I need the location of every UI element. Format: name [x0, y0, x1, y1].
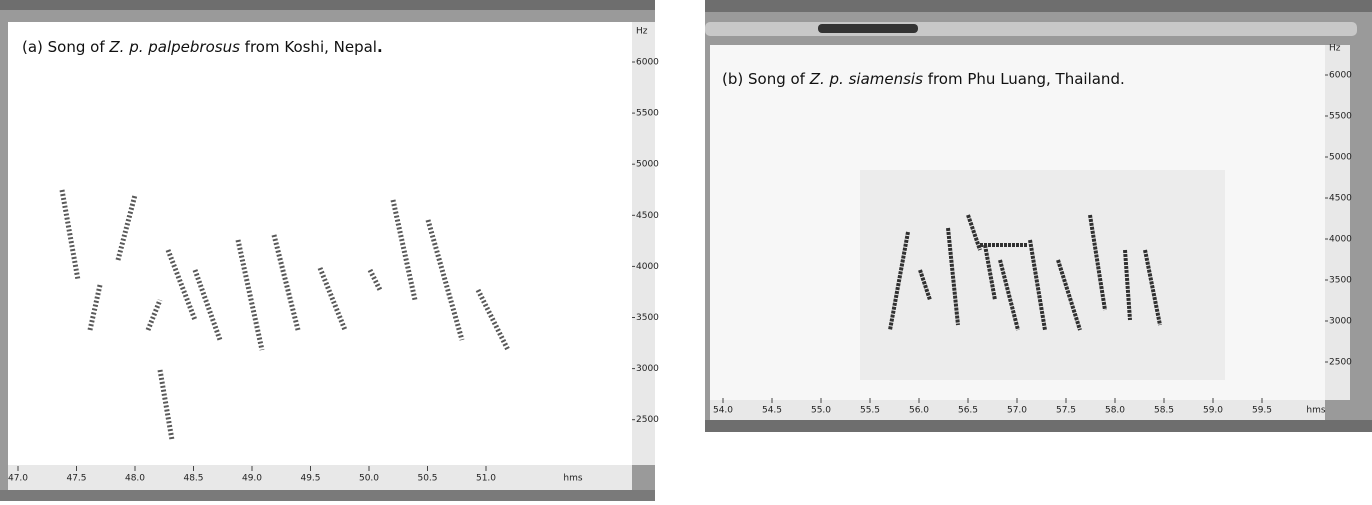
- x-tick-label: 57.0: [1007, 406, 1027, 416]
- x-tick-label: 49.5: [300, 474, 320, 484]
- y-tick-label: 3500: [636, 313, 659, 323]
- x-tick-label: 54.0: [713, 406, 733, 416]
- y-axis-b: [1325, 45, 1350, 400]
- noise-band: [860, 170, 1225, 380]
- x-unit: hms: [1306, 406, 1325, 416]
- caption-b: (b) Song of Z. p. siamensis from Phu Lua…: [722, 70, 1125, 88]
- y-tick-label: 2500: [1329, 358, 1352, 368]
- x-tick-label: 47.5: [66, 474, 86, 484]
- y-tick-label: 4500: [636, 211, 659, 221]
- x-tick-label: 48.0: [125, 474, 145, 484]
- top-bar-a: [0, 0, 655, 10]
- x-tick-label: 57.5: [1056, 406, 1076, 416]
- caption-a: (a) Song of Z. p. palpebrosus from Koshi…: [22, 38, 383, 56]
- x-axis-b: [710, 400, 1325, 420]
- caption-text: (a) Song of: [22, 38, 109, 56]
- x-tick-label: 58.5: [1154, 406, 1174, 416]
- x-axis-a: [8, 465, 632, 490]
- x-tick-label: 58.0: [1105, 406, 1125, 416]
- x-tick-label: 59.5: [1252, 406, 1272, 416]
- caption-text: from Phu Luang, Thailand.: [923, 70, 1125, 88]
- y-tick-label: 2500: [636, 415, 659, 425]
- caption-text: (b) Song of: [722, 70, 810, 88]
- caption-taxon: Z. p. palpebrosus: [108, 38, 240, 56]
- x-tick-label: 51.0: [476, 474, 496, 484]
- y-unit: Hz: [636, 27, 648, 37]
- y-tick-label: 4500: [1329, 194, 1352, 204]
- x-tick-label: 54.5: [762, 406, 782, 416]
- y-tick-label: 3500: [1329, 276, 1352, 286]
- bottom-bar-b: [705, 420, 1372, 432]
- y-tick-label: 3000: [1329, 317, 1352, 327]
- y-tick-label: 5500: [636, 109, 659, 119]
- x-unit: hms: [563, 474, 582, 484]
- y-tick-label: 3000: [636, 364, 659, 374]
- y-tick-label: 5500: [1329, 112, 1352, 122]
- x-tick-label: 56.0: [909, 406, 929, 416]
- scrollbar[interactable]: [705, 22, 1357, 36]
- y-tick-label: 5000: [636, 160, 659, 170]
- scroll-thumb[interactable]: [818, 24, 918, 33]
- top-bar-b: [705, 0, 1372, 12]
- caption-text: from Koshi, Nepal: [240, 38, 377, 56]
- y-tick-label: 4000: [636, 262, 659, 272]
- song-b: [888, 214, 1162, 331]
- x-tick-label: 56.5: [958, 406, 978, 416]
- caption-taxon: Z. p. siamensis: [809, 70, 923, 88]
- y-tick-label: 4000: [1329, 235, 1352, 245]
- y-tick-label: 5000: [1329, 153, 1352, 163]
- y-axis-a: [632, 22, 655, 465]
- x-tick-label: 47.0: [8, 474, 28, 484]
- x-tick-label: 50.5: [417, 474, 437, 484]
- x-tick-label: 50.0: [359, 474, 379, 484]
- spectrogram-a: [8, 22, 632, 465]
- y-unit: Hz: [1329, 44, 1341, 54]
- x-tick-label: 49.0: [242, 474, 262, 484]
- x-tick-label: 59.0: [1203, 406, 1223, 416]
- x-tick-label: 55.5: [860, 406, 880, 416]
- x-tick-label: 55.0: [811, 406, 831, 416]
- song-a: [59, 189, 511, 441]
- caption-end: .: [377, 38, 383, 56]
- x-tick-label: 48.5: [183, 474, 203, 484]
- bottom-bar-a: [0, 490, 655, 501]
- y-tick-label: 6000: [1329, 71, 1352, 81]
- y-tick-label: 6000: [636, 58, 659, 68]
